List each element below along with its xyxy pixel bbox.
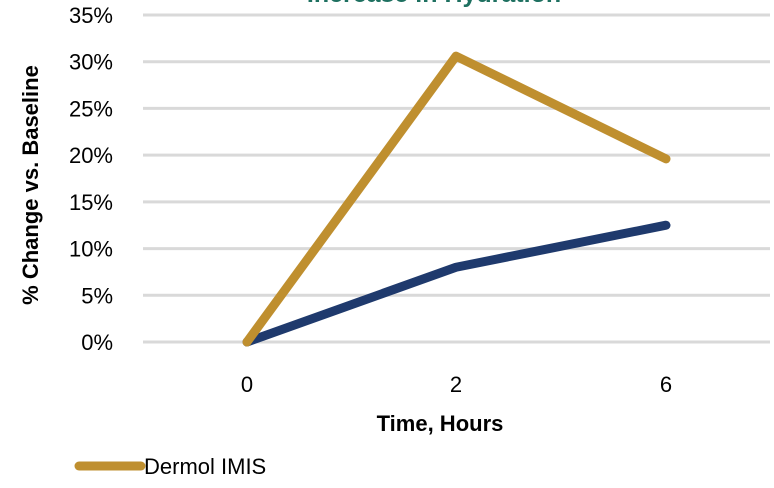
x-tick-label: 0 (241, 372, 253, 397)
x-tick-label: 6 (660, 372, 672, 397)
series-lines (247, 56, 666, 342)
series-line-second (247, 225, 666, 342)
legend: Dermol IMIS (79, 454, 266, 479)
y-axis-label: % Change vs. Baseline (18, 65, 43, 305)
y-tick-label: 25% (69, 96, 113, 121)
y-tick-label: 10% (69, 237, 113, 262)
x-tick-labels: 0 2 6 (241, 372, 672, 397)
y-tick-label: 30% (69, 50, 113, 75)
x-axis-label: Time, Hours (377, 411, 504, 436)
y-tick-labels: 0% 5% 10% 15% 20% 25% 30% 35% (69, 3, 113, 355)
gridlines (143, 15, 770, 342)
series-line-dermol-imis (247, 56, 666, 342)
y-tick-label: 0% (81, 330, 113, 355)
y-tick-label: 35% (69, 3, 113, 28)
legend-label-dermol-imis: Dermol IMIS (144, 454, 266, 479)
y-tick-label: 5% (81, 283, 113, 308)
y-tick-label: 15% (69, 190, 113, 215)
y-tick-label: 20% (69, 143, 113, 168)
chart-title: Increase in Hydration (307, 0, 561, 8)
x-tick-label: 2 (450, 372, 462, 397)
